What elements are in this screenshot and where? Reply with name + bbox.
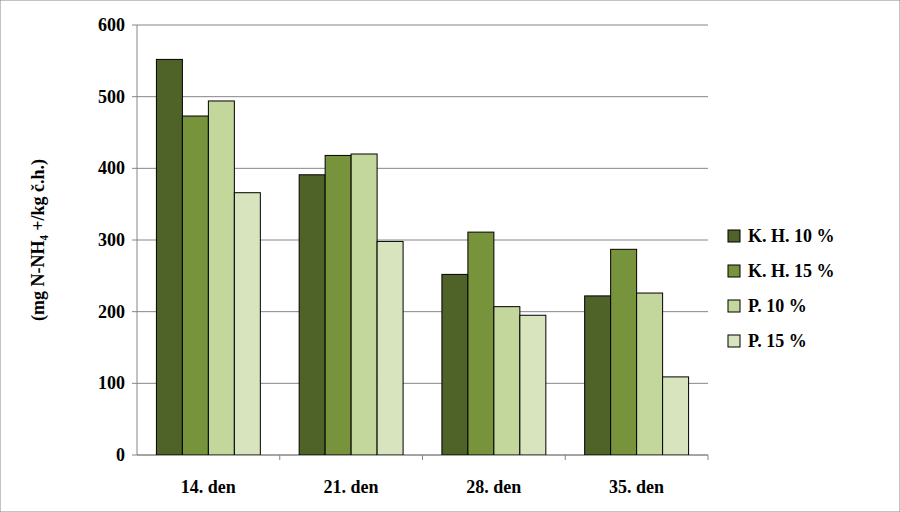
x-tick [708, 455, 709, 460]
tick-mark [132, 311, 137, 312]
bar [156, 59, 182, 455]
bar [468, 232, 494, 455]
legend-label: P. 15 % [748, 331, 807, 351]
bar [637, 293, 663, 455]
tick-mark [132, 25, 137, 26]
bar [325, 155, 351, 455]
tick-mark [132, 168, 137, 169]
bar [663, 377, 689, 455]
bar [299, 175, 325, 455]
bar [234, 193, 260, 455]
y-axis [137, 25, 138, 455]
tick-label: 300 [98, 230, 125, 250]
category-label: 28. den [466, 477, 521, 497]
bar [377, 241, 403, 455]
bar [611, 249, 637, 455]
tick-mark [132, 455, 137, 456]
bar [182, 116, 208, 455]
category-label: 35. den [609, 477, 664, 497]
bar [442, 274, 468, 455]
tick-label: 400 [98, 158, 125, 178]
legend-swatch [728, 335, 740, 347]
category-label: 21. den [324, 477, 379, 497]
y-axis-label: (mg N-NH₄ +/kg č.h.) [28, 159, 49, 321]
x-tick [422, 455, 423, 460]
tick-label: 100 [98, 373, 125, 393]
legend-swatch [728, 300, 740, 312]
tick-label: 200 [98, 302, 125, 322]
category-label: 14. den [181, 477, 236, 497]
tick-mark [132, 383, 137, 384]
grid-line [137, 25, 708, 26]
grid-line [137, 96, 708, 97]
legend-swatch [728, 230, 740, 242]
x-tick [565, 455, 566, 460]
chart: 0 100 200 300 400 500 600 14. den 21. den 28. den… [0, 0, 900, 512]
legend-label: P. 10 % [748, 296, 807, 316]
bar [585, 296, 611, 455]
bars [156, 59, 688, 455]
chart-root: 0 100 200 300 400 500 600 14. den 21. den 28. den… [0, 0, 900, 512]
tick-label: 500 [98, 87, 125, 107]
bar [351, 154, 377, 455]
legend-swatch [728, 265, 740, 277]
bar [520, 315, 546, 455]
legend-label: K. H. 10 % [748, 226, 835, 246]
legend-label: K. H. 15 % [748, 261, 835, 281]
tick-mark [132, 240, 137, 241]
x-tick [279, 455, 280, 460]
bar [208, 101, 234, 455]
tick-mark [132, 96, 137, 97]
tick-label: 0 [116, 445, 125, 465]
tick-label: 600 [98, 15, 125, 35]
background [0, 0, 900, 512]
bar [494, 307, 520, 455]
